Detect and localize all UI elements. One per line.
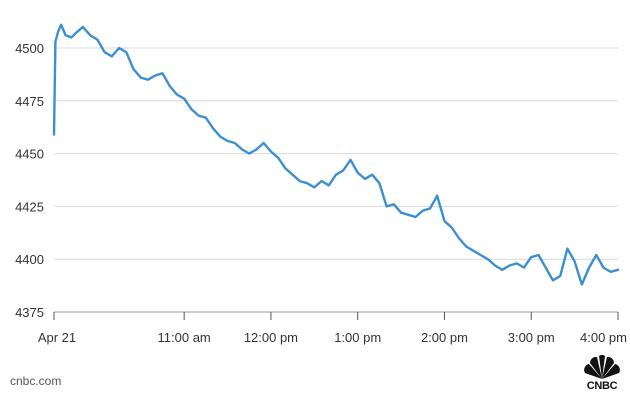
y-tick-label: 4475 xyxy=(15,94,44,109)
x-tick-label: 3:00 pm xyxy=(508,330,555,345)
grid-lines xyxy=(54,47,618,313)
x-tick-label: 1:00 pm xyxy=(334,330,381,345)
series-line xyxy=(52,23,620,286)
x-tick-label: 11:00 am xyxy=(158,330,211,345)
y-tick-label: 4375 xyxy=(15,305,44,320)
cnbc-logo: CNBC xyxy=(578,352,626,394)
logo-text: CNBC xyxy=(586,380,618,392)
y-tick-label: 4425 xyxy=(15,199,44,214)
y-tick-label: 4500 xyxy=(15,41,44,56)
x-tick-label: 2:00 pm xyxy=(421,330,468,345)
x-tick-label: 4:00 pm xyxy=(580,330,627,345)
y-axis: 4375 4400 4425 4450 4475 4500 xyxy=(15,41,44,320)
y-tick-label: 4450 xyxy=(15,147,44,162)
x-axis: Apr 21 11:00 am 12:00 pm 1:00 pm 2:00 pm 3:00… xyxy=(38,312,627,345)
x-tick-label: Apr 21 xyxy=(38,330,76,345)
x-tick-label: 12:00 pm xyxy=(244,330,298,345)
nbc-peacock-icon xyxy=(584,355,620,379)
y-tick-label: 4400 xyxy=(15,252,44,267)
source-label: cnbc.com xyxy=(10,374,62,388)
